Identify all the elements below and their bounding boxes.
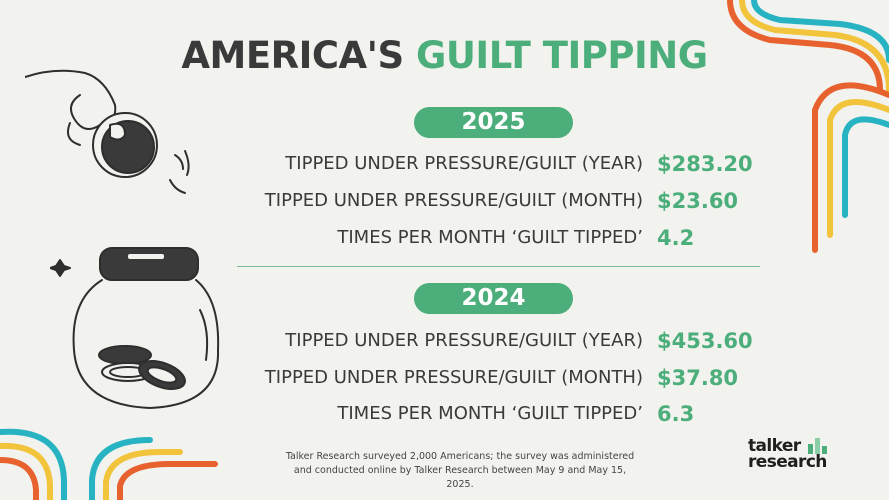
title-part-dark: AMERICA'S [181,34,404,77]
decorative-stripes-top-right [727,0,889,253]
stat-value: $23.60 [657,189,739,213]
stat-label: TIMES PER MONTH ‘GUILT TIPPED’ [337,403,643,424]
logo-text: talker [748,436,801,456]
year-badge-2025: 2025 [414,107,573,138]
stat-row: TIMES PER MONTH ‘GUILT TIPPED’ 4.2 [0,223,889,253]
logo-text: research [748,452,827,472]
stat-label: TIPPED UNDER PRESSURE/GUILT (MONTH) [264,190,643,211]
stat-value: 6.3 [657,402,695,426]
stat-value: $37.80 [657,366,739,390]
stat-value: $283.20 [657,152,753,176]
section-divider [237,266,760,267]
stat-label: TIPPED UNDER PRESSURE/GUILT (YEAR) [285,330,643,351]
year-badge-2024: 2024 [414,283,573,314]
stat-row: TIPPED UNDER PRESSURE/GUILT (YEAR) $453.6… [0,326,889,356]
stat-row: TIMES PER MONTH ‘GUILT TIPPED’ 6.3 [0,399,889,429]
bar-chart-icon [808,438,827,454]
stat-row: TIPPED UNDER PRESSURE/GUILT (YEAR) $283.2… [0,149,889,179]
survey-footnote: Talker Research surveyed 2,000 Americans… [280,450,640,492]
stat-row: TIPPED UNDER PRESSURE/GUILT (MONTH) $37.8… [0,363,889,393]
footnote-line: Talker Research surveyed 2,000 Americans… [285,451,635,462]
title-part-green: GUILT TIPPING [416,34,708,77]
hand-coin-illustration [25,69,190,194]
stat-value: 4.2 [657,226,695,250]
decorative-stripes-bottom-left [0,428,218,500]
stat-label: TIPPED UNDER PRESSURE/GUILT (MONTH) [264,367,643,388]
page-title: AMERICA'S GUILT TIPPING [0,34,889,77]
footnote-line: and conducted online by Talker Research … [293,465,627,490]
stat-row: TIPPED UNDER PRESSURE/GUILT (MONTH) $23.6… [0,186,889,216]
stat-label: TIMES PER MONTH ‘GUILT TIPPED’ [337,227,643,248]
talker-research-logo: talker research [748,436,827,472]
stat-value: $453.60 [657,329,753,353]
stat-label: TIPPED UNDER PRESSURE/GUILT (YEAR) [285,153,643,174]
coin-jar-illustration [50,247,220,409]
